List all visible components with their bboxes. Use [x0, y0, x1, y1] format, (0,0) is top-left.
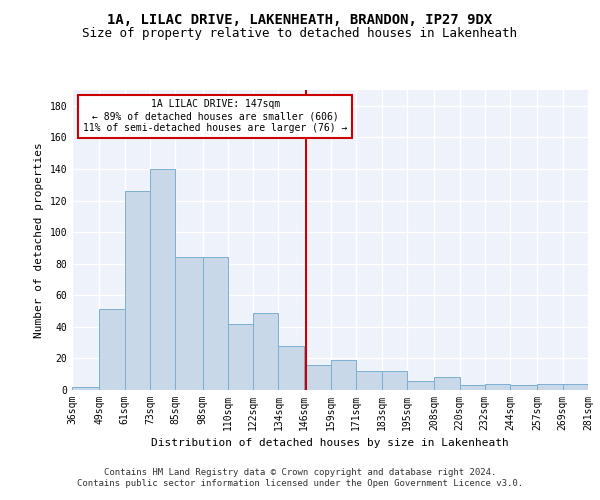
Bar: [278, 346, 304, 390]
Bar: [460, 386, 485, 390]
Bar: [356, 371, 382, 390]
Bar: [253, 312, 278, 390]
X-axis label: Distribution of detached houses by size in Lakenheath: Distribution of detached houses by size …: [151, 438, 509, 448]
Bar: [485, 384, 510, 390]
Bar: [563, 384, 588, 390]
Bar: [203, 258, 228, 390]
Bar: [100, 310, 125, 390]
Text: Contains HM Land Registry data © Crown copyright and database right 2024.
Contai: Contains HM Land Registry data © Crown c…: [77, 468, 523, 487]
Text: Size of property relative to detached houses in Lakenheath: Size of property relative to detached ho…: [83, 28, 517, 40]
Bar: [382, 371, 407, 390]
Bar: [304, 364, 331, 390]
Text: 1A LILAC DRIVE: 147sqm
← 89% of detached houses are smaller (606)
11% of semi-de: 1A LILAC DRIVE: 147sqm ← 89% of detached…: [83, 100, 347, 132]
Bar: [150, 169, 175, 390]
Bar: [125, 191, 150, 390]
Y-axis label: Number of detached properties: Number of detached properties: [34, 142, 44, 338]
Bar: [228, 324, 253, 390]
Bar: [331, 360, 356, 390]
Bar: [434, 378, 460, 390]
Bar: [72, 387, 100, 390]
Bar: [510, 386, 538, 390]
Bar: [538, 384, 563, 390]
Bar: [407, 380, 434, 390]
Bar: [175, 258, 203, 390]
Text: 1A, LILAC DRIVE, LAKENHEATH, BRANDON, IP27 9DX: 1A, LILAC DRIVE, LAKENHEATH, BRANDON, IP…: [107, 12, 493, 26]
